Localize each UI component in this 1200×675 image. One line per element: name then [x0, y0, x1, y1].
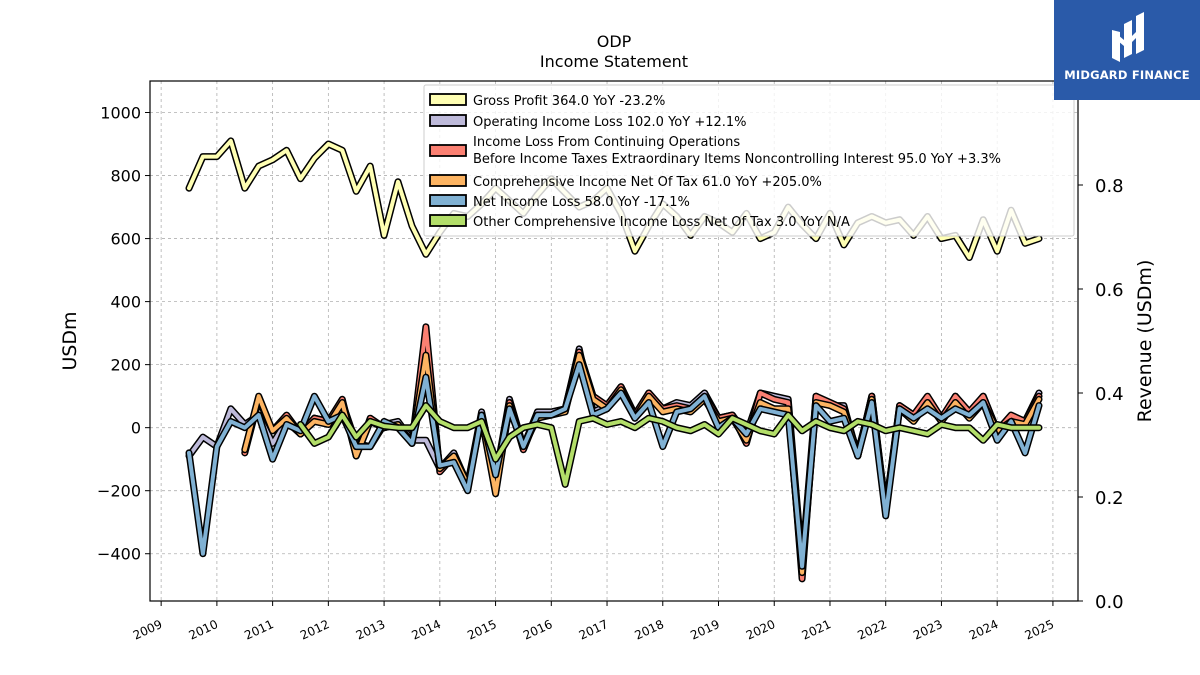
x-tick-label: 2014: [409, 617, 443, 643]
y-tick-label: 600: [110, 230, 141, 249]
x-tick-label: 2022: [855, 617, 889, 643]
y-right-tick-label: 0.8: [1095, 176, 1124, 197]
series-outline: [185, 345, 1043, 567]
legend-label: Other Comprehensive Income Loss Net Of T…: [473, 215, 850, 230]
legend-label: Before Income Taxes Extraordinary Items …: [473, 152, 1001, 167]
series-comprehensive-income-net-of-tax: [241, 351, 1043, 577]
x-tick-label: 2017: [577, 617, 611, 643]
logo-mark-icon: [1112, 12, 1144, 62]
y-tick-label: 200: [110, 356, 141, 375]
x-tick-label: 2019: [688, 617, 722, 643]
legend-swatch: [429, 114, 467, 127]
legend-swatch: [429, 174, 467, 187]
legend-label: Comprehensive Income Net Of Tax 61.0 YoY…: [473, 175, 822, 190]
x-tick-label: 2012: [298, 617, 332, 643]
y-tick-label: 400: [110, 293, 141, 312]
legend: Gross Profit 364.0 YoY -23.2% Operating I…: [423, 84, 1075, 237]
y-tick-label: 0: [131, 419, 141, 438]
series-line: [187, 346, 1041, 566]
chart-subtitle: Income Statement: [540, 52, 688, 71]
legend-label: Gross Profit 364.0 YoY -23.2%: [473, 94, 665, 109]
legend-frame: [423, 84, 1075, 237]
series-line: [242, 353, 1041, 575]
y-tick-label: −400: [97, 545, 141, 564]
y-axis-label-left: USDm: [59, 311, 81, 370]
x-tick-label: 2015: [465, 617, 499, 643]
chart-title: ODP: [597, 32, 632, 51]
legend-label: Income Loss From Continuing Operations: [473, 135, 740, 150]
x-tick-label: 2016: [521, 617, 555, 643]
x-tick-label: 2024: [967, 617, 1001, 643]
legend-label: Net Income Loss 58.0 YoY -17.1%: [473, 195, 690, 210]
x-axis: 2009 2010 2011 2012 2013 2014 2015 2016 2017 2018…: [131, 601, 1056, 643]
y-right-tick-label: 0.0: [1095, 592, 1124, 613]
brand-logo: MIDGARD FINANCE: [1054, 0, 1200, 100]
x-tick-label: 2023: [911, 617, 945, 643]
y-tick-label: 800: [110, 167, 141, 186]
y-right-tick-label: 0.6: [1095, 280, 1124, 301]
x-tick-label: 2020: [744, 617, 778, 643]
x-tick-label: 2011: [242, 617, 276, 643]
series-operating-income-loss: [185, 345, 1043, 567]
series-other-comprehensive-income-loss-net-of-tax: [297, 402, 1043, 488]
y-right-tick-label: 0.2: [1095, 488, 1124, 509]
x-tick-label: 2021: [800, 617, 834, 643]
x-tick-label: 2010: [187, 617, 221, 643]
y-axis-right: 0.8 0.6 0.4 0.2 0.0: [1078, 176, 1124, 613]
x-tick-label: 2025: [1023, 617, 1057, 643]
legend-swatch: [429, 214, 467, 227]
x-tick-label: 2013: [354, 617, 388, 643]
legend-swatch: [429, 93, 467, 106]
legend-swatch: [429, 144, 467, 157]
legend-label: Operating Income Loss 102.0 YoY +12.1%: [473, 115, 747, 130]
x-tick-label: 2009: [131, 617, 165, 643]
plot-frame: [149, 80, 1079, 602]
series-line: [298, 403, 1041, 487]
y-axis-label-right: Revenue (USDm): [1134, 260, 1156, 423]
series-outline: [241, 351, 1043, 577]
legend-swatch: [429, 194, 467, 207]
x-tick-label: 2018: [632, 617, 666, 643]
y-right-tick-label: 0.4: [1095, 384, 1124, 405]
y-tick-label: −200: [97, 482, 141, 501]
y-axis-left: 1000 800 600 400 200 0 −200 −400: [97, 104, 150, 564]
y-tick-label: 1000: [100, 104, 141, 123]
logo-text: MIDGARD FINANCE: [1064, 68, 1190, 82]
